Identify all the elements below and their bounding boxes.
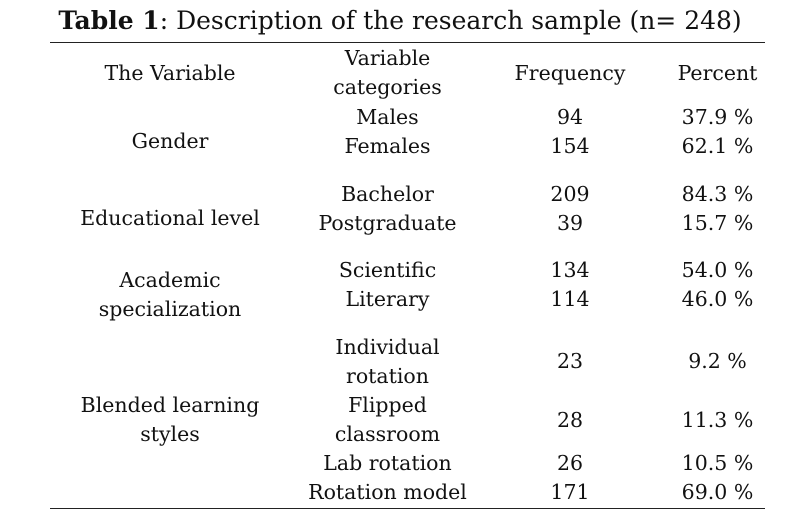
percent-cell: 84.3 %	[681, 182, 754, 206]
category-cell: Bachelor	[341, 182, 434, 206]
category-cell: Males	[356, 105, 419, 129]
percent-cell: 15.7 %	[681, 211, 754, 235]
header-percent: Percent	[677, 61, 758, 85]
percent-cell: 69.0 %	[681, 480, 754, 504]
table-caption: Table 1: Description of the research sam…	[0, 6, 800, 36]
percent-cell: 46.0 %	[681, 287, 754, 311]
frequency-cell: 114	[550, 287, 590, 311]
category-line: Flipped	[348, 393, 427, 417]
category-cell: Individual rotation	[290, 333, 485, 391]
percent-cell: 9.2 %	[688, 349, 747, 373]
percent-cell: 62.1 %	[681, 134, 754, 158]
frequency-cell: 154	[550, 134, 590, 158]
frequency-cell: 134	[550, 258, 590, 282]
header-variable: The Variable	[104, 61, 236, 85]
table-caption-text: : Description of the research sample (n=…	[159, 6, 742, 35]
header-categories-line2: categories	[333, 75, 442, 99]
group-name-line: styles	[140, 422, 200, 446]
category-cell: Lab rotation	[323, 451, 452, 475]
category-cell: Literary	[345, 287, 430, 311]
category-cell: Females	[344, 134, 431, 158]
frequency-cell: 26	[556, 451, 584, 475]
frequency-cell: 28	[556, 408, 584, 432]
frequency-cell: 39	[556, 211, 584, 235]
category-cell: Postgraduate	[318, 211, 457, 235]
category-line: rotation	[346, 364, 429, 388]
frequency-cell: 23	[556, 349, 584, 373]
header-categories: Variable categories	[290, 44, 485, 102]
category-cell: Flipped classroom	[290, 391, 485, 449]
percent-cell: 54.0 %	[681, 258, 754, 282]
table-caption-label: Table 1	[58, 6, 160, 35]
top-rule	[50, 42, 765, 43]
frequency-cell: 94	[556, 105, 584, 129]
percent-cell: 37.9 %	[681, 105, 754, 129]
bottom-rule	[50, 508, 765, 509]
group-name-line: specialization	[98, 297, 242, 321]
frequency-cell: 171	[550, 480, 590, 504]
category-cell: Scientific	[338, 258, 437, 282]
group-name-academic-specialization: Academic specialization	[55, 266, 285, 324]
header-categories-line1: Variable	[344, 46, 431, 70]
category-line: Individual	[335, 335, 440, 359]
group-name-blended-learning-styles: Blended learning styles	[55, 391, 285, 449]
category-line: classroom	[334, 422, 441, 446]
header-frequency: Frequency	[514, 61, 626, 85]
percent-cell: 10.5 %	[681, 451, 754, 475]
group-name-gender: Gender	[131, 129, 209, 153]
group-name-educational-level: Educational level	[80, 206, 260, 230]
group-name-line: Academic	[119, 268, 221, 292]
category-cell: Rotation model	[308, 480, 467, 504]
percent-cell: 11.3 %	[681, 408, 754, 432]
frequency-cell: 209	[550, 182, 590, 206]
group-name-line: Blended learning	[80, 393, 260, 417]
